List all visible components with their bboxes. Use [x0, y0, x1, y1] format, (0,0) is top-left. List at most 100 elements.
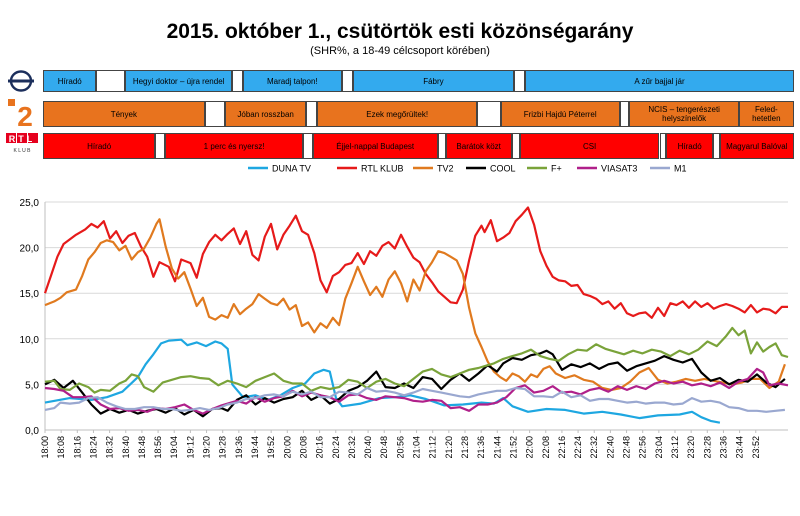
x-tick-label-28: 21:44	[492, 436, 502, 459]
series-line-duna-tv	[44, 338, 721, 424]
chart-title: 2015. október 1., csütörtök esti közönsé…	[166, 20, 634, 43]
rtl-program-4: Éjjel-nappal Budapest	[312, 133, 438, 159]
m1-program-2: Hegyi doktor – újra rendel	[125, 70, 233, 92]
rtl-program-3	[303, 133, 313, 159]
x-tick-label-13: 19:44	[250, 436, 260, 459]
m1-program-7	[514, 70, 526, 92]
x-tick-label-31: 22:08	[541, 436, 551, 459]
x-tick-label-1: 18:08	[56, 436, 66, 459]
legend-label-4: F+	[551, 164, 562, 174]
legend-label-6: M1	[674, 164, 687, 174]
rtl-program-11	[712, 133, 720, 159]
series-line-cool	[44, 349, 786, 418]
series-line-m1	[44, 386, 786, 413]
x-tick-label-8: 19:04	[169, 436, 179, 459]
tv2-program-6: Frizbi Hajdú Péterrel	[500, 101, 620, 127]
x-tick-label-2: 18:16	[72, 436, 82, 459]
x-tick-label-14: 19:52	[266, 436, 276, 459]
series-line-rtl-klub	[43, 206, 788, 319]
m1-program-0: Híradó	[43, 70, 97, 92]
rtl-program-6: Barátok közt	[445, 133, 512, 159]
x-tick-label-37: 22:56	[638, 436, 648, 459]
x-tick-label-18: 20:24	[331, 436, 341, 459]
rtl-program-1	[155, 133, 165, 159]
y-tick-label-4: 20,0	[20, 244, 40, 255]
rtl-program-0: Híradó	[43, 133, 156, 159]
rtl-program-9	[659, 133, 667, 159]
x-tick-label-5: 18:40	[121, 436, 131, 459]
m1-program-6: Fábry	[352, 70, 515, 92]
x-tick-label-42: 23:36	[718, 436, 728, 459]
m1-program-5	[341, 70, 353, 92]
tv2-program-7	[619, 101, 630, 127]
x-tick-label-0: 18:00	[40, 436, 50, 459]
x-tick-label-29: 21:52	[508, 436, 518, 459]
m1-logo-icon	[8, 70, 34, 92]
y-tick-label-5: 25,0	[20, 198, 40, 209]
tv2-logo-text: 2	[17, 101, 33, 129]
x-tick-label-40: 23:20	[686, 436, 696, 459]
x-tick-label-36: 22:48	[622, 436, 632, 459]
rtl-program-5	[437, 133, 446, 159]
x-tick-label-23: 21:04	[412, 436, 422, 459]
x-tick-label-16: 20:08	[298, 436, 308, 459]
m1-program-3	[232, 70, 243, 92]
x-tick-label-4: 18:32	[105, 436, 115, 459]
y-tick-label-0: 0,0	[25, 426, 39, 437]
x-tick-label-22: 20:56	[395, 436, 405, 459]
rtl-program-12: Magyarul Balóval	[719, 133, 794, 159]
series-line-f-	[44, 326, 789, 394]
rtl-program-8: CSI	[519, 133, 660, 159]
y-tick-label-3: 15,0	[20, 289, 40, 300]
x-tick-label-24: 21:12	[428, 436, 438, 459]
x-tick-label-3: 18:24	[88, 436, 98, 459]
x-tick-label-33: 22:24	[573, 436, 583, 459]
x-tick-label-21: 20:48	[379, 436, 389, 459]
tv2-program-9: Feled-hetetlen	[738, 101, 794, 127]
tv2-logo-icon: 2	[8, 99, 33, 129]
m1-program-4: Maradj talpon!	[243, 70, 342, 92]
x-tick-label-27: 21:36	[476, 436, 486, 459]
x-tick-label-15: 20:00	[282, 436, 292, 459]
x-tick-label-35: 22:40	[605, 436, 615, 459]
y-tick-label-2: 10,0	[20, 335, 40, 346]
tv2-program-4: Ezek megőrültek!	[317, 101, 478, 127]
x-tick-label-9: 19:12	[185, 436, 195, 459]
x-tick-label-32: 22:16	[557, 436, 567, 459]
x-tick-label-10: 19:20	[202, 436, 212, 459]
x-tick-label-44: 23:52	[751, 436, 761, 459]
x-tick-label-26: 21:28	[460, 436, 470, 459]
x-tick-label-17: 20:16	[315, 436, 325, 459]
legend-label-5: VIASAT3	[601, 164, 637, 174]
chart-subtitle: (SHR%, a 18-49 célcsoport körében)	[310, 45, 490, 57]
m1-program-8: A zűr bajjal jár	[525, 70, 794, 92]
tv2-program-0: Tények	[43, 101, 205, 127]
rtl-logo-subtext: K L U B	[13, 148, 31, 154]
rtl-program-10: Híradó	[666, 133, 713, 159]
rtl-logo-text: RTL	[9, 134, 36, 144]
x-tick-label-30: 22:00	[525, 436, 535, 459]
y-tick-label-1: 5,0	[25, 380, 39, 391]
legend-label-3: COOL	[490, 164, 516, 174]
x-tick-label-34: 22:32	[589, 436, 599, 459]
rtl-klub-logo-icon: RTL K L U B	[6, 133, 38, 154]
x-tick-label-25: 21:20	[444, 436, 454, 459]
x-tick-label-39: 23:12	[670, 436, 680, 459]
tv2-program-2: Jóban rosszban	[225, 101, 307, 127]
rtl-program-2: 1 perc és nyersz!	[164, 133, 304, 159]
x-tick-label-11: 19:28	[218, 436, 228, 459]
x-tick-label-41: 23:28	[702, 436, 712, 459]
legend-label-1: RTL KLUB	[361, 164, 404, 174]
legend-label-2: TV2	[437, 164, 454, 174]
x-tick-label-12: 19:36	[234, 436, 244, 459]
x-tick-label-19: 20:32	[347, 436, 357, 459]
x-tick-label-7: 18:56	[153, 436, 163, 459]
x-tick-label-43: 23:44	[735, 436, 745, 459]
legend-label-0: DUNA TV	[272, 164, 311, 174]
m1-program-1	[96, 70, 126, 92]
tv2-program-8: NCIS – tengerészeti helyszínelők	[629, 101, 739, 127]
tv2-program-3	[306, 101, 317, 127]
tv2-program-1	[204, 101, 226, 127]
tv2-program-5	[477, 101, 501, 127]
